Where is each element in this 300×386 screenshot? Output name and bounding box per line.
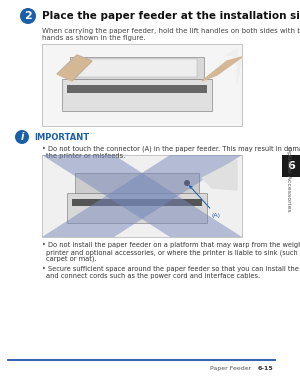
Bar: [67, 85, 207, 93]
Circle shape: [15, 130, 29, 144]
Text: • Do not touch the connector (A) in the paper feeder. This may result in damage : • Do not touch the connector (A) in the …: [42, 146, 300, 152]
Text: 6: 6: [287, 161, 295, 171]
Text: hands as shown in the figure.: hands as shown in the figure.: [42, 35, 146, 41]
Bar: [75, 173, 199, 193]
Text: When carrying the paper feeder, hold the lift handles on both sides with both: When carrying the paper feeder, hold the…: [42, 28, 300, 34]
Bar: [72, 199, 202, 206]
Polygon shape: [42, 155, 242, 237]
Text: IMPORTANT: IMPORTANT: [34, 132, 89, 142]
Polygon shape: [42, 155, 242, 237]
Text: 2: 2: [24, 11, 32, 21]
Text: (A): (A): [190, 186, 221, 218]
Circle shape: [20, 8, 36, 24]
Polygon shape: [227, 49, 242, 84]
Circle shape: [184, 180, 190, 186]
Bar: [70, 57, 204, 79]
Bar: [67, 193, 207, 223]
Bar: [42, 44, 242, 126]
Bar: [72, 59, 197, 77]
Text: the printer or misfeeds.: the printer or misfeeds.: [46, 153, 125, 159]
Polygon shape: [202, 57, 242, 81]
Text: carpet or mat).: carpet or mat).: [46, 256, 97, 262]
Text: i: i: [20, 132, 24, 142]
Polygon shape: [57, 55, 92, 81]
Bar: [282, 155, 300, 177]
Text: Paper Feeder: Paper Feeder: [210, 366, 251, 371]
Bar: [42, 155, 242, 237]
Text: • Do not install the paper feeder on a platform that may warp from the weight of: • Do not install the paper feeder on a p…: [42, 242, 300, 248]
Bar: [62, 79, 212, 111]
Text: Place the paper feeder at the installation site.: Place the paper feeder at the installati…: [42, 11, 300, 21]
Text: • Secure sufficient space around the paper feeder so that you can install the pr: • Secure sufficient space around the pap…: [42, 266, 300, 272]
Text: 6-15: 6-15: [258, 366, 274, 371]
Polygon shape: [202, 160, 237, 190]
Text: printer and optional accessories, or where the printer is liable to sink (such a: printer and optional accessories, or whe…: [46, 249, 300, 256]
Text: Optional Accessories: Optional Accessories: [286, 146, 291, 212]
Text: and connect cords such as the power cord and interface cables.: and connect cords such as the power cord…: [46, 273, 260, 279]
